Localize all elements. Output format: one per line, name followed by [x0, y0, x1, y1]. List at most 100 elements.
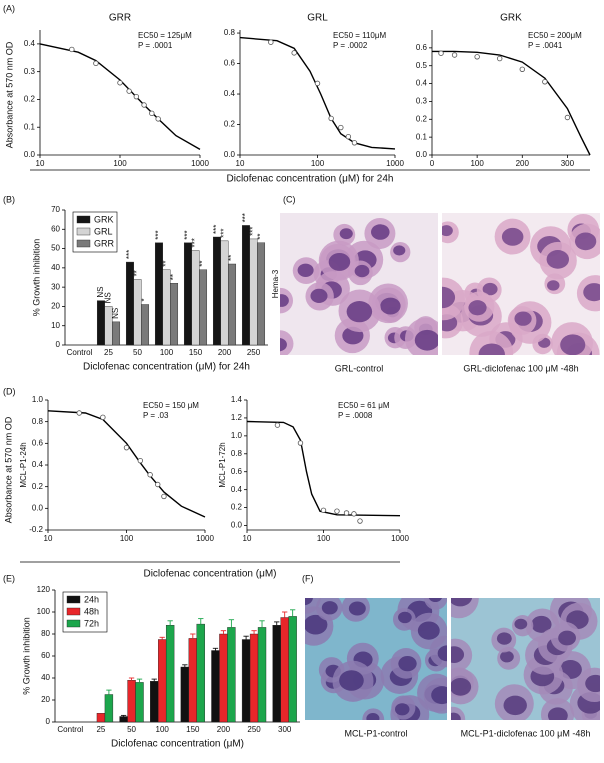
x-tick-label: 100 — [311, 159, 325, 168]
bar — [141, 304, 150, 346]
data-point — [519, 66, 525, 72]
legend-label: 48h — [84, 606, 99, 616]
bar — [288, 616, 297, 723]
y-tick-label: 0.2 — [416, 114, 428, 123]
y-tick-label: 0.8 — [32, 417, 44, 426]
data-point — [161, 493, 167, 500]
bar — [228, 263, 237, 346]
error-bar — [212, 647, 219, 651]
nucleus — [574, 232, 597, 251]
data-point — [328, 115, 334, 122]
legend-label: GRL — [94, 226, 113, 236]
nucleus — [393, 245, 406, 256]
nucleus — [431, 686, 447, 705]
data-point — [147, 472, 153, 478]
nucleus — [583, 283, 600, 302]
error-bar — [167, 620, 173, 626]
nucleus — [380, 297, 401, 315]
nucleus — [398, 655, 417, 672]
error-bar — [159, 636, 165, 640]
nucleus — [514, 311, 532, 326]
caption: MCL-P1-control — [344, 728, 407, 738]
error-bar — [151, 678, 157, 682]
x-axis-label: Diclofenac concentration (μM) — [111, 739, 244, 750]
data-point — [123, 444, 130, 451]
bar — [257, 242, 266, 346]
nucleus — [398, 611, 412, 624]
bar — [165, 625, 175, 723]
x-tick-label: 10 — [36, 159, 45, 168]
y-tick-label: 50 — [51, 244, 60, 253]
bar — [196, 623, 205, 723]
panel-label: (C) — [283, 194, 296, 204]
y-tick-label: 0.4 — [416, 79, 428, 88]
y-tick-label: 0.3 — [416, 97, 428, 106]
nucleus — [442, 286, 456, 309]
y-tick-label: 0.2 — [231, 503, 243, 512]
nucleus — [280, 294, 289, 307]
y-tick-label: 1.2 — [231, 413, 243, 422]
nucleus — [414, 329, 438, 351]
nucleus — [451, 677, 472, 696]
x-axis-label: Diclofenac concentration (μM) for 24h — [83, 362, 250, 373]
y-axis-label: MCL-P1-24h — [19, 442, 28, 487]
bar — [188, 638, 197, 723]
data-point — [76, 410, 82, 416]
error-bar — [243, 635, 249, 640]
nucleus — [585, 674, 600, 693]
y-tick-label: 0.4 — [24, 39, 36, 48]
x-tick-label: 100 — [317, 534, 331, 543]
data-point — [100, 414, 106, 421]
nucleus — [354, 264, 370, 278]
x-tick-label: 100 — [120, 534, 134, 543]
data-point — [564, 114, 571, 121]
y-tick-label: 0 — [46, 717, 51, 726]
nucleus — [501, 227, 524, 246]
nucleus — [346, 301, 373, 323]
y-tick-label: 30 — [51, 282, 60, 291]
bar — [104, 694, 114, 723]
nucleus — [500, 650, 514, 663]
x-axis-label: Diclofenac concentration (μM) for 24h — [227, 174, 394, 185]
nucleus — [451, 598, 473, 607]
data-point — [149, 110, 155, 117]
nucleus — [305, 598, 313, 606]
cells — [305, 598, 447, 720]
y-tick-label: 100 — [37, 607, 51, 616]
significance: NS — [111, 308, 120, 319]
y-tick-label: 0.0 — [24, 150, 36, 159]
y-axis-label: % Growth inhibition — [31, 239, 41, 317]
y-tick-label: 0.8 — [224, 28, 236, 37]
y-tick-label: 1.0 — [231, 431, 243, 440]
chart-title: GRK — [500, 13, 522, 24]
x-axis-label: Diclofenac concentration (μM) — [143, 569, 276, 580]
y-tick-label: 0.4 — [32, 460, 44, 469]
error-bar — [259, 620, 265, 628]
bar — [127, 680, 136, 723]
cell — [424, 598, 447, 610]
y-tick-label: 0.3 — [24, 67, 36, 76]
significance: *** — [249, 227, 258, 236]
y-tick-label: 0.4 — [231, 485, 243, 494]
error-bar — [289, 609, 296, 617]
nucleus — [558, 630, 576, 646]
significance: NS — [96, 287, 105, 298]
legend-label: GRK — [94, 214, 114, 224]
legend-swatch — [76, 215, 91, 224]
nucleus — [370, 224, 390, 240]
cells — [451, 598, 600, 720]
y-tick-label: 0.6 — [32, 438, 44, 447]
data-point — [155, 116, 161, 122]
x-tick-label: 1000 — [391, 534, 409, 543]
data-point — [155, 481, 161, 488]
panel-label: (B) — [3, 194, 15, 204]
x-tick-label: 300 — [278, 725, 292, 734]
bar — [150, 681, 159, 723]
caption: MCL-P1-diclofenac 100 μM -48h — [461, 728, 591, 738]
data-point — [291, 50, 297, 56]
y-axis-label: Absorbance at 570 nm OD — [3, 416, 13, 523]
bar — [112, 321, 121, 346]
bar — [211, 650, 220, 723]
nucleus — [546, 250, 570, 269]
